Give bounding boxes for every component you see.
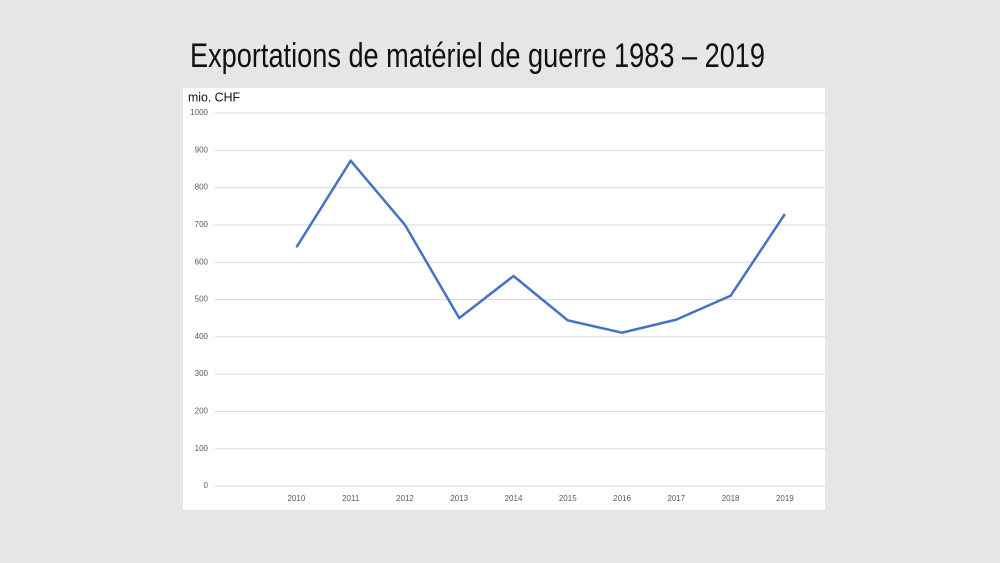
- x-tick-label: 2017: [667, 494, 685, 503]
- y-tick-label: 1000: [190, 108, 208, 117]
- x-tick-label: 2011: [342, 494, 360, 503]
- y-axis-label: mio. CHF: [188, 89, 240, 104]
- x-tick-label: 2010: [288, 494, 306, 503]
- x-tick-label: 2015: [559, 494, 577, 503]
- y-tick-label: 0: [204, 481, 209, 490]
- x-tick-label: 2019: [776, 494, 794, 503]
- line-series: [295, 159, 786, 334]
- y-tick-label: 200: [195, 407, 209, 416]
- x-tick-label: 2018: [722, 494, 740, 503]
- x-tick-label: 2013: [450, 494, 468, 503]
- x-tick-label: 2016: [613, 494, 631, 503]
- y-tick-label: 500: [195, 295, 209, 304]
- y-tick-label: 600: [195, 257, 209, 266]
- y-tick-label: 800: [195, 183, 209, 192]
- y-tick-label: 400: [195, 332, 209, 341]
- y-tick-label: 100: [195, 444, 209, 453]
- y-tick-label: 300: [195, 369, 209, 378]
- x-tick-label: 2012: [396, 494, 414, 503]
- x-tick-label: 2014: [505, 494, 523, 503]
- y-tick-label: 700: [195, 220, 209, 229]
- chart-title: Exportations de matériel de guerre 1983 …: [190, 37, 765, 75]
- y-tick-label: 900: [195, 145, 209, 154]
